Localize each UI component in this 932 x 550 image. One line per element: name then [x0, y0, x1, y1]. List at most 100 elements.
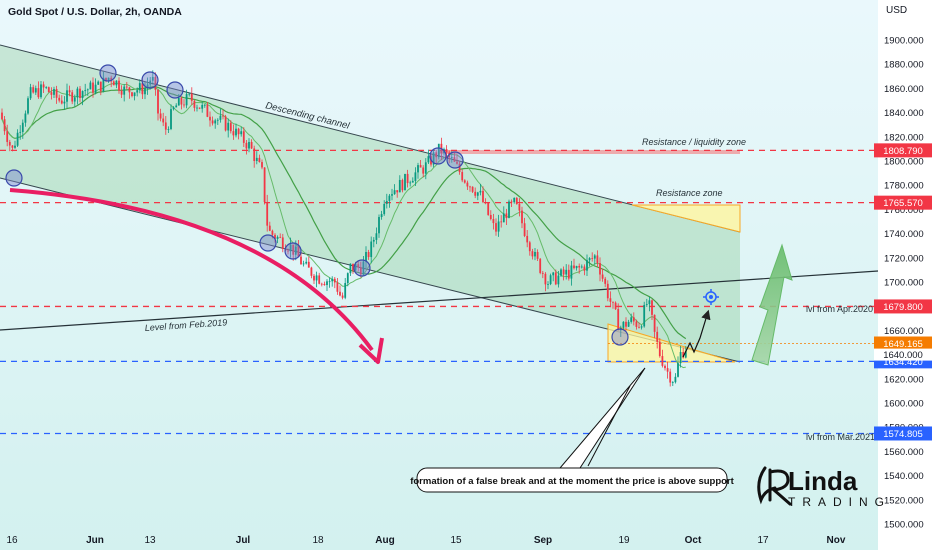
price-tag-label: 1649.165: [883, 339, 923, 350]
candle-body: [3, 119, 6, 132]
candle-body: [281, 237, 284, 249]
candle-body: [677, 363, 679, 377]
candle-body: [552, 272, 555, 276]
candle-body: [521, 210, 523, 224]
candle-body: [222, 115, 224, 117]
candle-body: [159, 113, 162, 119]
candle-body: [66, 90, 68, 102]
candle-body: [640, 326, 643, 328]
candle-body: [651, 300, 653, 315]
candle-body: [261, 162, 263, 168]
candle-body: [609, 298, 612, 302]
candle-body: [645, 304, 648, 305]
curved-arrow-icon: [9, 188, 374, 352]
y-tick-label: 1560.000: [884, 447, 924, 458]
candle-body: [71, 92, 74, 102]
candle-body: [53, 89, 55, 95]
candle-body: [370, 241, 373, 258]
candle-body: [185, 94, 188, 106]
candle-body: [297, 246, 300, 257]
candle-body: [570, 265, 573, 279]
candle-body: [661, 356, 664, 366]
candle-body: [487, 202, 490, 215]
candle-body: [331, 278, 334, 282]
logo-text-sub: TRADING: [788, 495, 891, 509]
logo-mark-icon: [757, 466, 792, 506]
touch-circle: [166, 81, 184, 99]
candle-body: [547, 284, 549, 285]
candle-body: [102, 77, 105, 92]
candle-body: [86, 89, 89, 91]
y-tick-label: 1880.000: [884, 60, 924, 71]
candle-body: [388, 195, 391, 201]
candle-body: [463, 180, 466, 183]
bullish-arrow-icon: [751, 243, 793, 366]
candle-body: [617, 309, 620, 331]
candle-body: [315, 275, 318, 281]
candle-body: [367, 252, 370, 258]
candle-body: [60, 100, 63, 104]
candle-body: [146, 84, 149, 89]
candle-body: [505, 213, 508, 218]
candle-body: [318, 275, 321, 284]
candle-body: [224, 116, 227, 131]
projection-arrow-icon: [682, 309, 711, 358]
candle-body: [648, 300, 651, 305]
candle-body: [502, 213, 505, 223]
touch-circle: [141, 71, 159, 89]
candle-body: [245, 142, 248, 149]
candle-body: [674, 376, 677, 383]
candle-body: [427, 156, 430, 163]
candle-body: [534, 251, 536, 257]
candle-body: [320, 283, 323, 285]
candle-body: [81, 91, 84, 98]
candle-body: [107, 77, 110, 81]
y-tick-label: 1780.000: [884, 181, 924, 192]
candle-body: [352, 263, 354, 271]
y-tick-label: 1740.000: [884, 229, 924, 240]
candle-body: [417, 165, 419, 173]
candle-body: [40, 84, 42, 98]
candle-body: [362, 261, 365, 275]
x-tick-label: 15: [450, 535, 462, 546]
candle-body: [216, 119, 219, 121]
candle-body: [349, 263, 352, 274]
candle-body: [614, 302, 617, 310]
candle-body: [557, 275, 560, 285]
candle-body: [133, 92, 136, 97]
x-tick-label: 17: [757, 535, 769, 546]
candle-body: [120, 90, 123, 95]
candle-body: [313, 275, 315, 281]
touch-circle: [259, 234, 277, 252]
candle-body: [326, 281, 328, 286]
candle-body: [310, 267, 313, 276]
candle-body: [500, 221, 503, 223]
candle-body: [34, 88, 37, 93]
candle-body: [523, 223, 526, 236]
y-tick-label: 1500.000: [884, 520, 924, 531]
candle-body: [76, 88, 79, 98]
candle-body: [526, 235, 529, 243]
currency-label: USD: [886, 5, 907, 16]
candle-body: [336, 282, 339, 292]
candle-body: [396, 190, 399, 193]
price-tag: [874, 299, 932, 314]
price-tag-label: 1765.570: [883, 198, 923, 209]
candle-body: [279, 236, 282, 238]
callout-text: formation of a false break and at the mo…: [410, 476, 734, 487]
candle-body: [154, 76, 157, 90]
candle-body: [149, 80, 152, 85]
callout-box: [416, 467, 728, 493]
x-tick-label: 13: [144, 535, 156, 546]
candle-body: [136, 90, 139, 93]
candle-body: [42, 84, 45, 88]
candle-body: [175, 105, 178, 108]
candle-body: [372, 239, 375, 242]
price-tag-label: 1574.805: [883, 429, 923, 440]
x-tick-label: 16: [6, 535, 18, 546]
candle-body: [201, 104, 204, 109]
candle-body: [375, 233, 378, 240]
candle-body: [580, 266, 583, 268]
candle-body: [554, 272, 557, 285]
